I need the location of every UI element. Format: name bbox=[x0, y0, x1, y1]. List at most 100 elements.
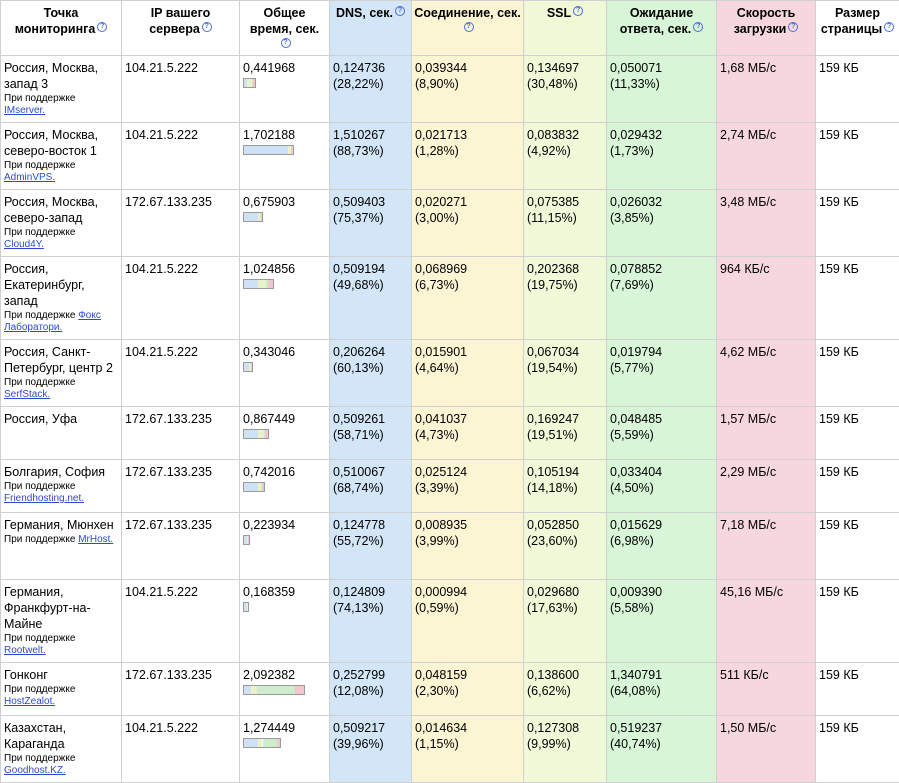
ssl-percent: (19,75%) bbox=[527, 278, 578, 292]
connect-percent: (3,39%) bbox=[415, 481, 459, 495]
ssl-value: 0,202368 bbox=[527, 262, 579, 276]
provider-link[interactable]: IMserver. bbox=[4, 105, 45, 116]
ssl-cell: 0,029680(17,63%) bbox=[524, 580, 607, 663]
ip-cell: 104.21.5.222 bbox=[122, 56, 240, 123]
provider-link[interactable]: Rootwelt. bbox=[4, 645, 46, 656]
dns-cell: 0,124778 (55,72%) bbox=[330, 513, 412, 580]
ip-cell: 172.67.133.235 bbox=[122, 460, 240, 513]
provider-link[interactable]: Friendhosting.net. bbox=[4, 493, 84, 504]
provider-link[interactable]: SerfStack. bbox=[4, 389, 50, 400]
connect-value: 0,048159 bbox=[415, 668, 467, 682]
question-mark-icon[interactable]: ? bbox=[395, 6, 405, 16]
ssl-value: 0,083832 bbox=[527, 128, 579, 142]
timing-bar bbox=[243, 602, 249, 612]
total-cell: 0,441968 bbox=[240, 56, 330, 123]
ssl-cell: 0,202368 (19,75%) bbox=[524, 257, 607, 340]
ssl-value: 0,075385 bbox=[527, 195, 579, 209]
timing-bar-dns-segment bbox=[244, 280, 258, 288]
question-mark-icon[interactable]: ? bbox=[693, 22, 703, 32]
provider-link[interactable]: MrHost. bbox=[78, 534, 113, 545]
ssl-cell: 0,105194(14,18%) bbox=[524, 460, 607, 513]
connect-value: 0,015901 bbox=[415, 345, 467, 359]
dns-cell: 0,509403(75,37%) bbox=[330, 190, 412, 257]
header-ip-label: IP вашего сервера bbox=[149, 6, 210, 36]
provider-link[interactable]: Goodhost.KZ. bbox=[4, 765, 66, 776]
timing-bar bbox=[243, 738, 281, 748]
total-cell: 2,092382 bbox=[240, 663, 330, 716]
support-note: При поддержке Goodhost.KZ. bbox=[4, 753, 118, 777]
wait-percent: (11,33%) bbox=[610, 77, 660, 91]
size-value: 159 КБ bbox=[819, 721, 859, 735]
size-value: 159 КБ bbox=[819, 465, 859, 479]
wait-percent: (4,50%) bbox=[610, 481, 654, 495]
total-value: 0,223934 bbox=[243, 518, 295, 532]
timing-bar bbox=[243, 279, 274, 289]
connect-value: 0,014634 bbox=[415, 721, 467, 735]
connect-cell: 0,068969(6,73%) bbox=[412, 257, 524, 340]
connect-percent: (8,90%) bbox=[415, 77, 459, 91]
size-value: 159 КБ bbox=[819, 345, 859, 359]
location-name: Россия, Москва, северо-запад bbox=[4, 194, 118, 226]
wait-percent: (5,59%) bbox=[610, 428, 654, 442]
wait-percent: (64,08%) bbox=[610, 684, 661, 698]
dns-cell: 0,510067(68,74%) bbox=[330, 460, 412, 513]
provider-link[interactable]: HostZealot. bbox=[4, 696, 55, 707]
wait-cell: 1,340791(64,08%) bbox=[607, 663, 717, 716]
size-value: 159 КБ bbox=[819, 412, 859, 426]
provider-link[interactable]: Cloud4Y. bbox=[4, 239, 44, 250]
question-mark-icon[interactable]: ? bbox=[97, 22, 107, 32]
dns-value: 0,509261 bbox=[333, 412, 385, 426]
timing-bar bbox=[243, 78, 256, 88]
total-cell: 0,675903 bbox=[240, 190, 330, 257]
ip-cell: 172.67.133.235 bbox=[122, 407, 240, 460]
ip-value: 172.67.133.235 bbox=[125, 195, 212, 209]
dns-value: 0,124778 bbox=[333, 518, 385, 532]
question-mark-icon[interactable]: ? bbox=[884, 22, 894, 32]
question-mark-icon[interactable]: ? bbox=[464, 22, 474, 32]
total-value: 0,742016 bbox=[243, 465, 295, 479]
dns-percent: (55,72%) bbox=[333, 534, 384, 548]
ip-value: 104.21.5.222 bbox=[125, 61, 198, 75]
question-mark-icon[interactable]: ? bbox=[788, 22, 798, 32]
dns-value: 0,124809 bbox=[333, 585, 385, 599]
provider-link[interactable]: AdminVPS. bbox=[4, 172, 55, 183]
timing-bar-rest-segment bbox=[295, 686, 304, 694]
header-size: Размер страницы? bbox=[816, 1, 899, 56]
question-mark-icon[interactable]: ? bbox=[573, 6, 583, 16]
ssl-percent: (19,51%) bbox=[527, 428, 578, 442]
dns-value: 0,509217 bbox=[333, 721, 385, 735]
location-name: Болгария, София bbox=[4, 464, 118, 480]
question-mark-icon[interactable]: ? bbox=[202, 22, 212, 32]
dns-value: 0,509194 bbox=[333, 262, 385, 276]
ssl-value: 0,067034 bbox=[527, 345, 579, 359]
speed-cell: 511 КБ/с bbox=[717, 663, 816, 716]
connect-percent: (4,64%) bbox=[415, 361, 459, 375]
ip-cell: 172.67.133.235 bbox=[122, 513, 240, 580]
question-mark-icon[interactable]: ? bbox=[281, 38, 291, 48]
ssl-percent: (6,62%) bbox=[527, 684, 571, 698]
location-name: Германия, Мюнхен bbox=[4, 517, 118, 533]
location-name: Гонконг bbox=[4, 667, 118, 683]
timing-bar bbox=[243, 482, 265, 492]
dns-percent: (75,37%) bbox=[333, 211, 384, 225]
speed-cell: 7,18 МБ/с bbox=[717, 513, 816, 580]
support-prefix: При поддержке bbox=[4, 93, 75, 104]
ip-value: 104.21.5.222 bbox=[125, 128, 198, 142]
timing-bar-dns-segment bbox=[244, 686, 251, 694]
header-connect-label: Соединение, сек. bbox=[414, 6, 521, 20]
connect-percent: (0,59%) bbox=[415, 601, 459, 615]
ip-cell: 172.67.133.235 bbox=[122, 190, 240, 257]
dns-cell: 1,510267(88,73%) bbox=[330, 123, 412, 190]
support-note: При поддержке MrHost. bbox=[4, 534, 118, 546]
size-value: 159 КБ bbox=[819, 668, 859, 682]
connect-percent: (3,00%) bbox=[415, 211, 459, 225]
total-value: 0,343046 bbox=[243, 345, 295, 359]
